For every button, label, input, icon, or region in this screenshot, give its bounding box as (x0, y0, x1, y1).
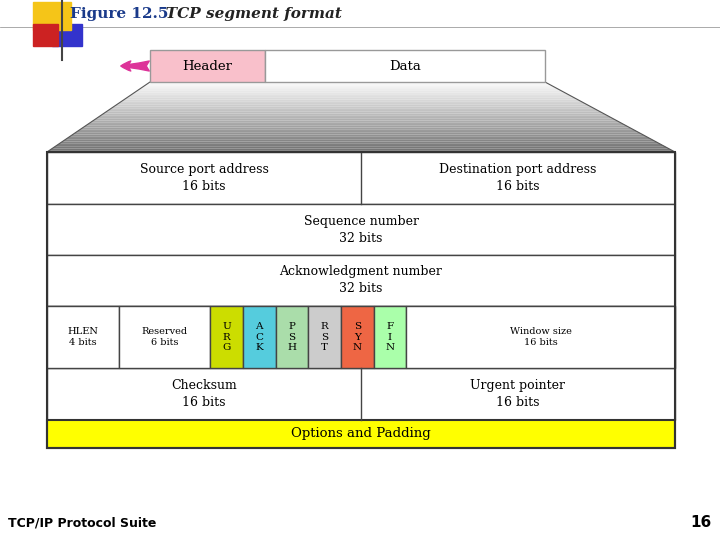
Polygon shape (117, 103, 588, 105)
Text: Urgent pointer
16 bits: Urgent pointer 16 bits (470, 379, 565, 409)
Polygon shape (86, 124, 626, 126)
Polygon shape (94, 119, 616, 120)
Bar (308, 306, 341, 368)
Polygon shape (50, 148, 672, 150)
Polygon shape (119, 102, 584, 103)
Text: P
S
H: P S H (287, 322, 297, 352)
Text: S
Y
N: S Y N (353, 322, 361, 352)
Polygon shape (89, 122, 623, 124)
Text: A
C
K: A C K (256, 322, 264, 352)
Text: Header: Header (182, 59, 233, 72)
Polygon shape (73, 133, 642, 134)
Text: Window size
16 bits: Window size 16 bits (510, 327, 572, 347)
Polygon shape (140, 87, 558, 89)
Bar (47, 420, 675, 448)
Polygon shape (137, 89, 562, 91)
Polygon shape (143, 85, 554, 87)
Polygon shape (148, 82, 548, 84)
Polygon shape (55, 145, 665, 147)
Polygon shape (125, 98, 577, 99)
Text: F
I
N: F I N (385, 322, 395, 352)
Text: HLEN
4 bits: HLEN 4 bits (68, 327, 99, 347)
Polygon shape (122, 99, 581, 102)
Bar (47, 306, 120, 368)
Polygon shape (99, 115, 610, 117)
Text: TCP segment format: TCP segment format (150, 7, 342, 21)
Bar (33, 24, 58, 46)
Polygon shape (60, 141, 659, 143)
Bar (47, 152, 675, 448)
Bar (33, 2, 71, 30)
Polygon shape (107, 110, 600, 112)
Bar (120, 306, 210, 368)
Text: R
S
T: R S T (320, 322, 328, 352)
Polygon shape (130, 94, 571, 96)
Bar (47, 368, 675, 420)
Text: Sequence number
32 bits: Sequence number 32 bits (304, 214, 418, 245)
Text: Options and Padding: Options and Padding (291, 428, 431, 441)
Polygon shape (96, 117, 613, 119)
Bar (150, 50, 265, 82)
Polygon shape (132, 92, 568, 94)
Polygon shape (63, 140, 655, 141)
Polygon shape (112, 106, 594, 108)
Polygon shape (83, 126, 629, 127)
Bar (47, 306, 675, 368)
Text: Reserved
6 bits: Reserved 6 bits (142, 327, 188, 347)
Text: TCP/IP Protocol Suite: TCP/IP Protocol Suite (8, 517, 156, 530)
Text: Acknowledgment number
32 bits: Acknowledgment number 32 bits (279, 266, 442, 295)
Bar (210, 306, 243, 368)
Text: Destination port address
16 bits: Destination port address 16 bits (439, 163, 597, 193)
Polygon shape (78, 129, 636, 131)
Bar (341, 306, 374, 368)
Text: Figure 12.5: Figure 12.5 (70, 7, 168, 21)
Text: U
R
G: U R G (222, 322, 231, 352)
Polygon shape (68, 136, 649, 138)
Polygon shape (58, 143, 662, 145)
Polygon shape (145, 84, 552, 85)
Bar (243, 306, 276, 368)
Polygon shape (52, 147, 668, 149)
Text: Source port address
16 bits: Source port address 16 bits (140, 163, 269, 193)
Polygon shape (114, 105, 590, 106)
Bar (47, 152, 675, 204)
Polygon shape (81, 127, 633, 129)
Polygon shape (104, 112, 603, 113)
Polygon shape (135, 91, 564, 92)
Bar (276, 306, 308, 368)
Text: 16: 16 (690, 515, 712, 530)
Polygon shape (47, 150, 675, 152)
Polygon shape (70, 134, 646, 136)
Text: Data: Data (389, 59, 421, 72)
Bar (47, 204, 675, 255)
Bar (374, 306, 406, 368)
Text: Checksum
16 bits: Checksum 16 bits (171, 379, 237, 409)
Polygon shape (91, 120, 620, 122)
Bar (406, 306, 675, 368)
Bar (47, 255, 675, 306)
Polygon shape (127, 96, 575, 98)
Bar (265, 50, 545, 82)
Bar (52, 24, 82, 46)
Polygon shape (109, 108, 597, 110)
Polygon shape (101, 113, 607, 115)
Polygon shape (76, 131, 639, 133)
Polygon shape (65, 138, 652, 140)
